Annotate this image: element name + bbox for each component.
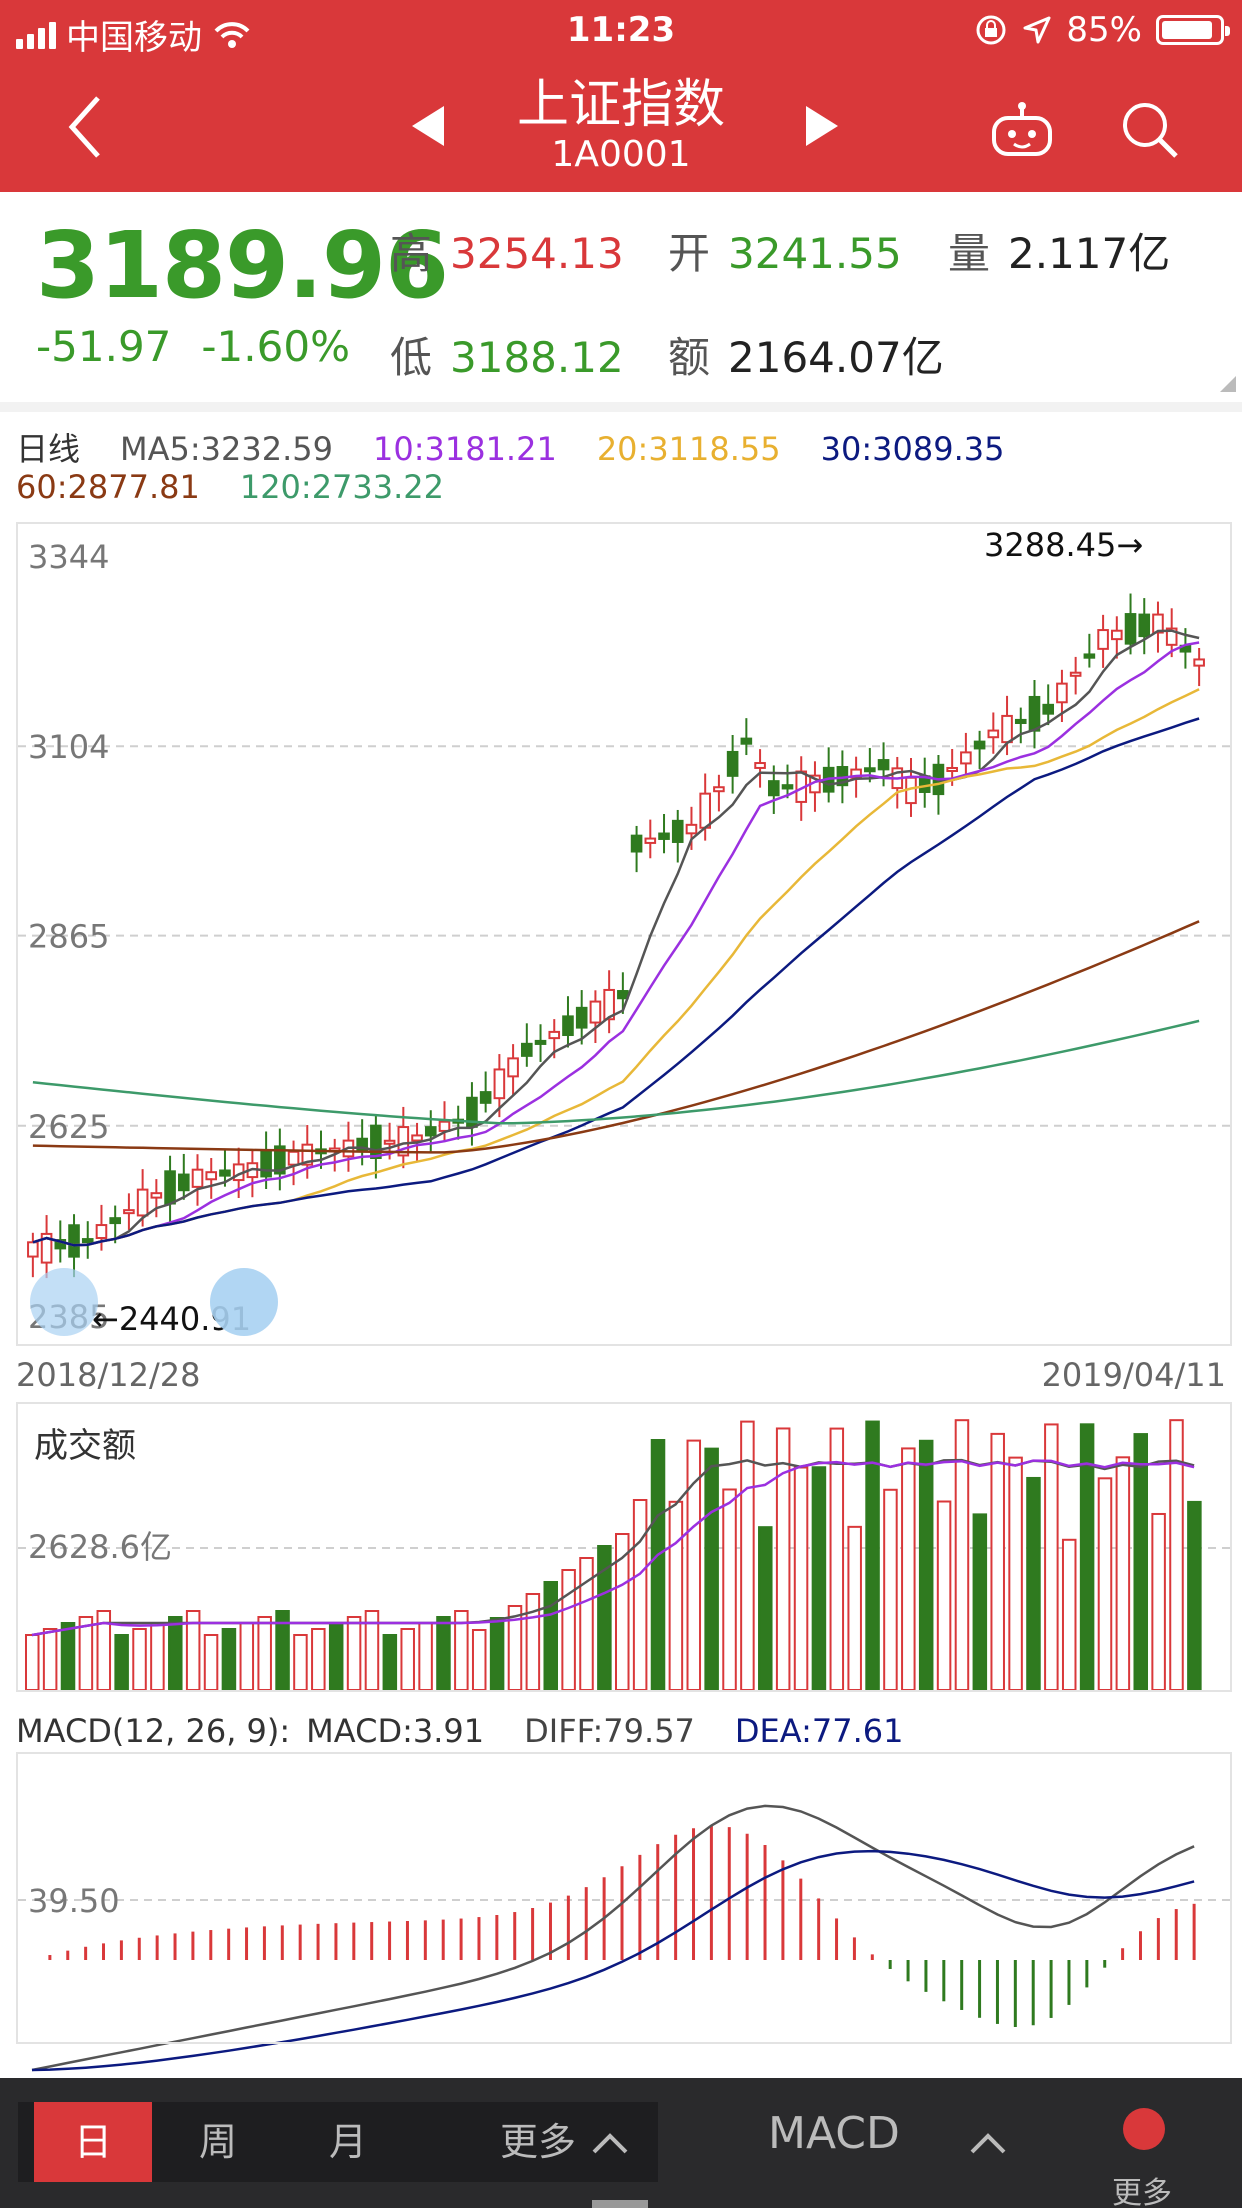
macd-value: MACD:3.91 <box>306 1712 485 1750</box>
status-bar: 中国移动 11:23 85% <box>0 0 1242 62</box>
open-field: 开 3241.55 <box>668 220 902 281</box>
start-date: 2018/12/28 <box>16 1356 201 1394</box>
high-label: 高 <box>390 229 433 278</box>
location-icon <box>1023 16 1051 44</box>
robot-icon[interactable] <box>988 100 1056 160</box>
divider <box>0 402 1242 412</box>
volume-label: 量 <box>948 229 991 278</box>
ma30-value: 30:3089.35 <box>820 430 1005 468</box>
clock: 11:23 <box>566 10 676 50</box>
ma60-value: 60:2877.81 <box>16 468 200 506</box>
end-date: 2019/04/11 <box>1041 1356 1226 1394</box>
battery-icon <box>1156 15 1230 45</box>
signal-icon <box>16 21 56 49</box>
volume-chart-frame[interactable] <box>16 1402 1232 1692</box>
search-icon[interactable] <box>1118 98 1182 162</box>
period-label: 日线 <box>16 430 81 468</box>
ma-legend-row-1: 日线 MA5:3232.59 10:3181.21 20:3118.55 30:3089… <box>16 424 1044 470</box>
chevron-up-icon[interactable] <box>968 2128 1008 2158</box>
dea-value: DEA:77.61 <box>734 1712 904 1750</box>
price-change: -51.97 -1.60% <box>36 322 380 371</box>
nav-bar: 上证指数 1A0001 <box>0 62 1242 192</box>
prev-triangle-icon[interactable] <box>408 104 448 148</box>
ma10-value: 10:3181.21 <box>372 430 557 468</box>
open-label: 开 <box>668 229 711 278</box>
low-label: 低 <box>390 333 433 382</box>
back-arrow-icon[interactable] <box>60 92 120 162</box>
kline-chart-frame[interactable] <box>16 522 1232 1346</box>
amount-field: 额 2164.07亿 <box>668 324 944 385</box>
page-title: 上证指数 <box>516 75 725 135</box>
home-indicator <box>592 2200 648 2208</box>
diff-value: DIFF:79.57 <box>524 1712 695 1750</box>
ma20-value: 20:3118.55 <box>596 430 781 468</box>
open-value: 3241.55 <box>728 229 902 278</box>
volume-field: 量 2.117亿 <box>948 220 1170 281</box>
ma-legend-row-2: 60:2877.81 120:2733.22 <box>16 468 484 506</box>
ma5-value: MA5:3232.59 <box>120 430 333 468</box>
notification-dot <box>1123 2108 1165 2150</box>
header: 中国移动 11:23 85% 上证指 <box>0 0 1242 192</box>
battery-percent: 85% <box>1066 10 1142 50</box>
amount-label: 额 <box>668 333 711 382</box>
high-field: 高 3254.13 <box>390 220 624 281</box>
macd-chart-frame[interactable] <box>16 1752 1232 2044</box>
low-value: 3188.12 <box>450 333 624 382</box>
more-menu-button[interactable]: 更多 <box>1112 2176 1172 2208</box>
expand-corner-icon[interactable] <box>1220 376 1236 392</box>
indicator-selector[interactable]: MACD <box>768 2108 900 2159</box>
bottom-toolbar: 日 周 月 更多 MACD 更多 <box>0 2078 1242 2208</box>
low-field: 低 3188.12 <box>390 324 624 385</box>
macd-params: MACD(12, 26, 9): <box>16 1712 291 1750</box>
period-selector: 日 周 月 更多 <box>18 2102 658 2182</box>
chevron-up-icon[interactable] <box>590 2128 630 2158</box>
change-percent: -1.60% <box>201 322 350 371</box>
high-value: 3254.13 <box>450 229 624 278</box>
lock-rotation-icon <box>976 15 1006 45</box>
current-price: 3189.96 <box>36 212 449 319</box>
change-value: -51.97 <box>36 322 172 371</box>
amount-value: 2164.07亿 <box>728 333 944 382</box>
tab-week[interactable]: 周 <box>198 2120 237 2164</box>
index-code: 1A0001 <box>551 134 691 175</box>
tab-month[interactable]: 月 <box>328 2120 367 2164</box>
ma120-value: 120:2733.22 <box>239 468 445 506</box>
volume-value: 2.117亿 <box>1008 229 1171 278</box>
next-triangle-icon[interactable] <box>802 104 842 148</box>
tab-day[interactable]: 日 <box>34 2102 152 2182</box>
volume-title: 成交额 <box>34 1426 136 1466</box>
tab-more[interactable]: 更多 <box>499 2120 576 2164</box>
quote-panel: 3189.96 -51.97 -1.60% 高 3254.13 开 3241.55 量… <box>0 192 1242 402</box>
wifi-icon <box>214 21 250 48</box>
macd-legend: MACD(12, 26, 9): MACD:3.91 DIFF:79.57 DEA:7… <box>16 1712 943 1750</box>
carrier-name: 中国移动 <box>66 18 202 58</box>
